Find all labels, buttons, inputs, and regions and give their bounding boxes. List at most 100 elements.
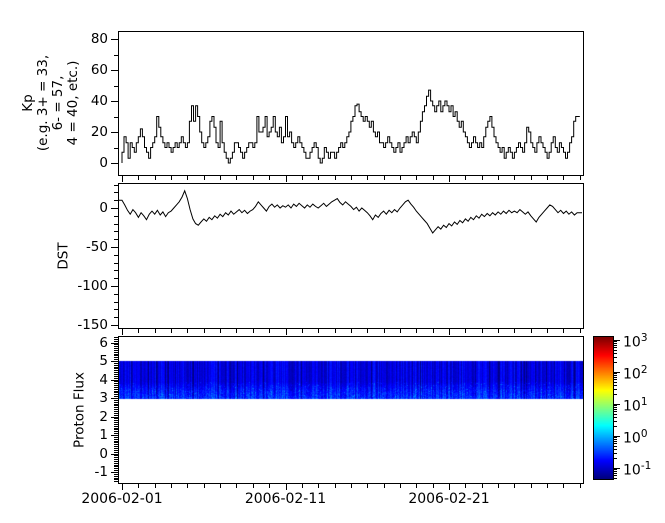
flux-y-minor-tick [114, 422, 118, 423]
flux-y-minor-tick [114, 448, 118, 449]
flux-y-minor-tick [114, 478, 118, 479]
dst-x-tick [367, 329, 368, 333]
flux-y-minor-tick [114, 402, 118, 403]
flux-x-tick [187, 484, 188, 488]
colorbar-minor-tick [614, 377, 617, 378]
dst-x-tick [204, 329, 205, 333]
dst-x-tick [351, 329, 352, 333]
colorbar-tick-label: 100 [623, 428, 648, 447]
colorbar-minor-tick [614, 426, 617, 427]
colorbar-tick-label: 101 [623, 396, 648, 415]
colorbar-major-tick [614, 372, 620, 373]
kp-y-tick-label: 80 [90, 31, 108, 47]
dst-y-minor-tick [114, 200, 118, 201]
kp-y-major-tick [111, 101, 118, 102]
kp-x-tick [367, 176, 368, 180]
kp-x-tick [155, 176, 156, 180]
flux-y-minor-tick [114, 385, 118, 386]
colorbar-major-tick [614, 436, 620, 437]
colorbar-minor-tick [614, 385, 617, 386]
colorbar-minor-tick [614, 414, 617, 415]
colorbar-minor-tick [614, 417, 617, 418]
flux-y-tick-label: 3 [99, 390, 108, 406]
dst-x-tick [400, 329, 401, 333]
flux-y-minor-tick [114, 350, 118, 351]
kp-x-tick [269, 176, 270, 180]
kp-x-tick [171, 176, 172, 180]
dst-x-tick [318, 329, 319, 333]
colorbar-minor-tick [614, 357, 617, 358]
flux-y-minor-tick [114, 363, 118, 364]
flux-y-tick-label: 6 [99, 335, 108, 351]
dst-x-tick [122, 329, 123, 335]
flux-x-tick [335, 484, 336, 488]
flux-y-minor-tick [114, 465, 118, 466]
flux-y-minor-tick [114, 470, 118, 471]
colorbar-minor-tick [614, 439, 617, 440]
colorbar-minor-tick [614, 446, 617, 447]
dst-y-minor-tick [114, 216, 118, 217]
flux-y-major-tick [111, 435, 118, 436]
colorbar-minor-tick [614, 475, 617, 476]
flux-y-minor-tick [114, 337, 118, 338]
colorbar-minor-tick [614, 411, 617, 412]
dst-y-minor-tick [114, 239, 118, 240]
colorbar-minor-tick [614, 353, 617, 354]
flux-y-minor-tick [114, 463, 118, 464]
flux-x-tick [400, 484, 401, 488]
colorbar-minor-tick [614, 345, 617, 346]
dst-y-minor-tick [114, 317, 118, 318]
dst-x-tick [269, 329, 270, 333]
flux-y-minor-tick [114, 479, 118, 480]
flux-y-minor-tick [114, 420, 118, 421]
flux-y-minor-tick [114, 476, 118, 477]
kp-y-minor-tick [114, 117, 118, 118]
flux-y-minor-tick [114, 370, 118, 371]
flux-x-tick [449, 484, 450, 490]
kp-y-tick-label: 20 [90, 124, 108, 140]
kp-x-tick [138, 176, 139, 180]
dst-x-tick [220, 329, 221, 333]
colorbar-minor-tick [614, 437, 617, 438]
kp-x-tick [563, 176, 564, 180]
x-tick-label: 2006-02-11 [244, 491, 327, 507]
flux-y-minor-tick [114, 354, 118, 355]
kp-x-tick [400, 176, 401, 180]
dst-y-major-tick [111, 247, 118, 248]
kp-x-tick [187, 176, 188, 180]
flux-y-major-tick [111, 454, 118, 455]
kp-x-tick [416, 176, 417, 180]
kp-x-tick [482, 176, 483, 180]
flux-x-tick [171, 484, 172, 488]
kp-y-minor-tick [114, 148, 118, 149]
flux-y-tick-label: 1 [99, 427, 108, 443]
flux-y-minor-tick [114, 466, 118, 467]
kp-x-tick [514, 176, 515, 180]
colorbar-tick-label: 103 [623, 332, 648, 351]
flux-x-tick [367, 484, 368, 488]
colorbar-minor-tick [614, 409, 617, 410]
dst-y-major-tick [111, 286, 118, 287]
flux-y-minor-tick [114, 405, 118, 406]
dst-y-minor-tick [114, 231, 118, 232]
dst-x-tick [286, 329, 287, 335]
dst-x-tick [580, 329, 581, 333]
kp-x-tick [236, 176, 237, 180]
dst-x-tick [433, 329, 434, 333]
kp-x-tick [286, 176, 287, 182]
flux-x-tick [318, 484, 319, 488]
flux-y-minor-tick [114, 411, 118, 412]
dst-y-minor-tick [114, 263, 118, 264]
flux-y-minor-tick [114, 372, 118, 373]
kp-x-tick [531, 176, 532, 180]
flux-y-minor-tick [114, 461, 118, 462]
flux-x-tick [351, 484, 352, 488]
flux-y-minor-tick [114, 341, 118, 342]
colorbar-minor-tick [614, 469, 617, 470]
flux-x-tick [220, 484, 221, 488]
flux-y-minor-tick [114, 389, 118, 390]
kp-x-tick [580, 176, 581, 180]
flux-y-minor-tick [114, 374, 118, 375]
dst-plot-area [118, 183, 584, 329]
